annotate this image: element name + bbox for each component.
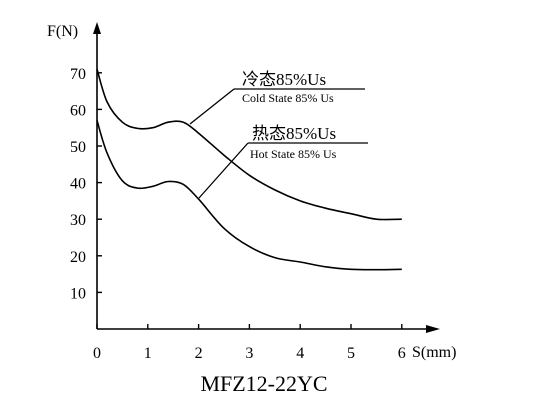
y-tick-label: 40 xyxy=(70,176,86,193)
y-tick-label: 30 xyxy=(70,212,86,229)
y-tick-label: 60 xyxy=(70,102,86,119)
legend-label-hot-en: Hot State 85% Us xyxy=(250,147,337,161)
series-lines xyxy=(96,68,402,271)
legend-label-cold-en: Cold State 85% Us xyxy=(242,91,334,105)
legend-callouts xyxy=(189,88,368,199)
chart-title: MFZ12-22YC xyxy=(200,371,327,396)
x-tick-label: 2 xyxy=(195,345,203,362)
x-axis-arrow xyxy=(426,325,440,333)
x-tick-label: 6 xyxy=(398,345,406,362)
y-tick-label: 70 xyxy=(70,66,86,83)
x-tick-label: 3 xyxy=(245,345,253,362)
x-tick-label: 1 xyxy=(144,345,152,362)
y-axis-arrow xyxy=(93,22,101,34)
hot-leader-line xyxy=(198,142,249,199)
legend-label-cold: 冷态85%Us xyxy=(242,70,326,89)
y-tick-label: 10 xyxy=(70,285,86,302)
x-axis-label: S(mm) xyxy=(412,344,456,361)
legend-label-hot: 热态85%Us xyxy=(252,124,336,143)
axes xyxy=(93,22,440,333)
cold-state-line xyxy=(96,68,402,221)
x-tick-label: 4 xyxy=(296,345,304,362)
ticks: 0 1 2 3 4 5 6 10 20 30 40 50 60 70 xyxy=(70,66,406,362)
y-tick-label: 50 xyxy=(70,139,86,156)
x-tick-label: 5 xyxy=(347,345,355,362)
x-tick-label: 0 xyxy=(93,345,101,362)
cold-leader-line xyxy=(189,88,235,125)
y-axis-label: F(N) xyxy=(47,23,78,40)
y-tick-label: 20 xyxy=(70,249,86,266)
hot-state-line xyxy=(96,120,402,271)
